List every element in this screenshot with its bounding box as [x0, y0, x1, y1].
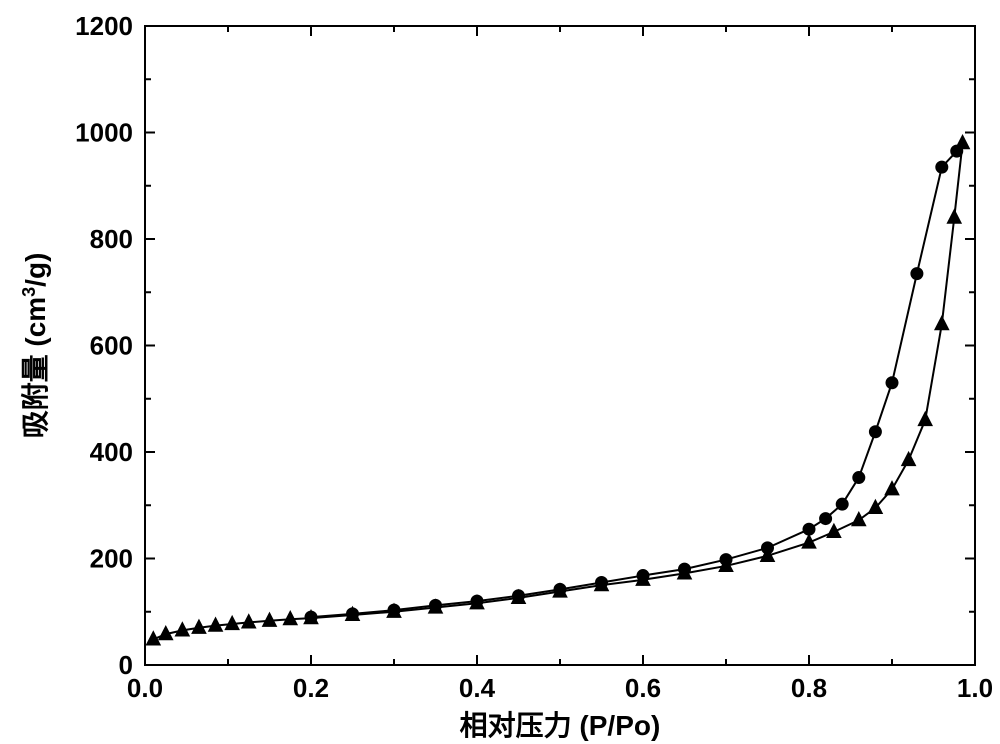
marker-desorption: [513, 590, 525, 602]
marker-desorption: [803, 523, 815, 535]
y-tick-label: 600: [90, 331, 133, 361]
y-axis-label-group: 吸附量 (cm3/g): [19, 253, 51, 439]
marker-desorption: [869, 426, 881, 438]
x-tick-label: 0.2: [293, 673, 329, 703]
y-axis-label: 吸附量 (cm3/g): [19, 253, 51, 439]
marker-desorption: [305, 611, 317, 623]
x-axis-label: 相对压力 (P/Po): [460, 710, 661, 741]
marker-desorption: [596, 576, 608, 588]
x-tick-label: 0.8: [791, 673, 827, 703]
marker-desorption: [554, 583, 566, 595]
marker-desorption: [720, 554, 732, 566]
x-tick-label: 0.4: [459, 673, 496, 703]
marker-desorption: [347, 608, 359, 620]
y-tick-label: 1000: [75, 118, 133, 148]
marker-desorption: [471, 595, 483, 607]
marker-desorption: [853, 472, 865, 484]
marker-desorption: [388, 604, 400, 616]
marker-desorption: [820, 513, 832, 525]
x-tick-label: 0.6: [625, 673, 661, 703]
marker-desorption: [430, 599, 442, 611]
marker-desorption: [762, 542, 774, 554]
y-tick-label: 200: [90, 544, 133, 574]
marker-desorption: [936, 161, 948, 173]
chart-container: 0.00.20.40.60.81.0020040060080010001200相…: [0, 0, 1000, 744]
marker-desorption: [886, 377, 898, 389]
marker-desorption: [911, 268, 923, 280]
marker-desorption: [836, 498, 848, 510]
y-tick-label: 800: [90, 224, 133, 254]
marker-desorption: [679, 563, 691, 575]
y-tick-label: 0: [119, 650, 133, 680]
marker-desorption: [637, 570, 649, 582]
marker-desorption: [951, 145, 963, 157]
y-tick-label: 1200: [75, 11, 133, 41]
chart-svg: 0.00.20.40.60.81.0020040060080010001200相…: [0, 0, 1000, 744]
y-tick-label: 400: [90, 437, 133, 467]
x-tick-label: 1.0: [957, 673, 993, 703]
